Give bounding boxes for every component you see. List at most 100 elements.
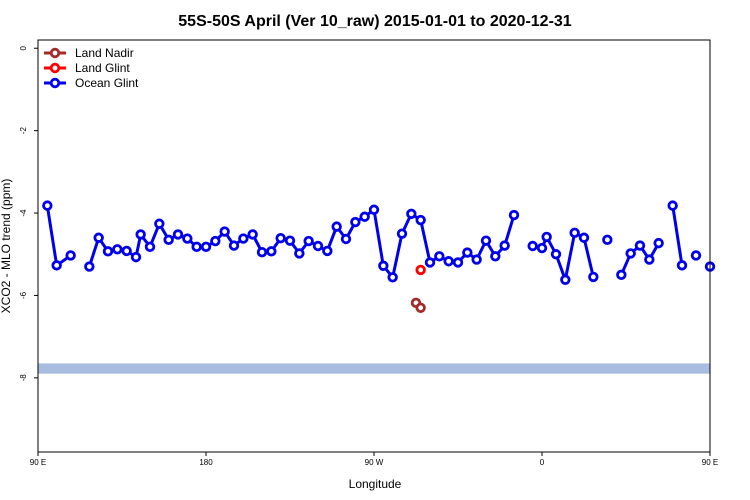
legend-swatch-marker [49,77,61,89]
legend-label: Land Nadir [75,46,134,60]
data-point [471,254,482,265]
data-point [536,242,548,254]
data-point [322,245,333,257]
data-point [625,248,636,259]
legend-item: Land Nadir [44,46,134,60]
data-point [200,241,212,253]
data-point [219,226,230,237]
chart-title: 55S-50S April (Ver 10_raw) 2015-01-01 to… [178,13,572,30]
data-point [182,233,193,244]
data-point [644,254,655,265]
data-point [560,274,571,285]
y-axis-ticks: 0 -2 -4 -6 -8 [19,45,38,381]
data-point [121,245,132,257]
data-point [135,229,146,240]
x-axis-label: Longitude [349,477,402,491]
x-tick-label: 180 [199,458,213,467]
data-point [569,227,580,239]
x-tick-label: 90 E [702,458,718,467]
data-point [424,257,436,268]
band-0 [38,363,710,374]
data-point [359,211,370,222]
series-land-nadir [410,297,426,313]
data-point [634,240,646,251]
data-point [247,229,258,240]
data-point [303,235,314,247]
series-layer [42,200,716,313]
data-point [256,246,268,258]
data-point [676,260,688,271]
bands [38,363,710,374]
y-tick-label: 0 [19,45,28,50]
x-tick-label: 90 E [30,458,46,467]
data-point [228,240,240,251]
data-point [331,221,342,232]
series-ocean-glint [42,200,716,285]
data-point [191,241,202,253]
y-tick-label: -4 [19,209,28,217]
data-point [499,240,510,251]
data-point [527,240,538,252]
data-point [541,231,552,243]
x-axis-ticks: 90 E 180 90 W 0 90 E [30,452,718,467]
data-point [350,216,361,228]
data-point [508,209,520,221]
data-point [65,250,76,261]
y-tick-label: -8 [19,374,28,382]
data-point [690,250,702,261]
data-point [51,260,62,271]
data-point [312,240,324,252]
data-point [550,249,562,260]
data-point [462,247,473,258]
legend-label: Ocean Glint [75,76,139,90]
data-point [415,214,426,226]
data-point [42,200,53,211]
y-tick-label: -6 [19,291,28,299]
data-point [275,232,286,244]
data-point [378,260,389,271]
data-point [387,272,398,283]
data-point [653,237,664,249]
data-point [452,257,464,268]
series-land-glint [415,264,426,276]
data-point [172,229,184,240]
data-point [210,235,221,247]
legend-item: Ocean Glint [44,76,139,90]
data-point [368,204,380,215]
data-point [490,251,501,262]
legend-swatch-marker [49,62,61,74]
data-point [154,218,165,229]
data-point [406,208,417,220]
data-point [294,248,305,259]
data-point [84,261,95,272]
data-point [588,271,599,283]
data-point [602,234,613,246]
data-point [616,269,627,281]
data-point [144,241,156,253]
data-point [443,256,454,267]
data-point [284,235,296,246]
data-point [130,251,142,263]
series-line-segment [671,205,684,266]
data-point [396,228,408,239]
legend-label: Land Glint [75,61,130,75]
data-point [163,234,174,246]
y-tick-label: -2 [19,127,28,135]
data-point [434,251,445,262]
data-point [415,302,426,313]
data-point [667,200,678,211]
x-tick-label: 0 [540,458,545,467]
data-point [102,246,114,257]
data-point [415,264,426,276]
y-axis-label: XCO2 - MLO trend (ppm) [0,179,13,314]
data-point [578,232,590,243]
data-point [93,232,104,243]
data-point [238,233,249,244]
data-point [480,235,492,246]
data-point [340,233,352,245]
legend-swatch-marker [49,47,61,59]
x-tick-label: 90 W [365,458,384,467]
data-point [266,246,277,257]
